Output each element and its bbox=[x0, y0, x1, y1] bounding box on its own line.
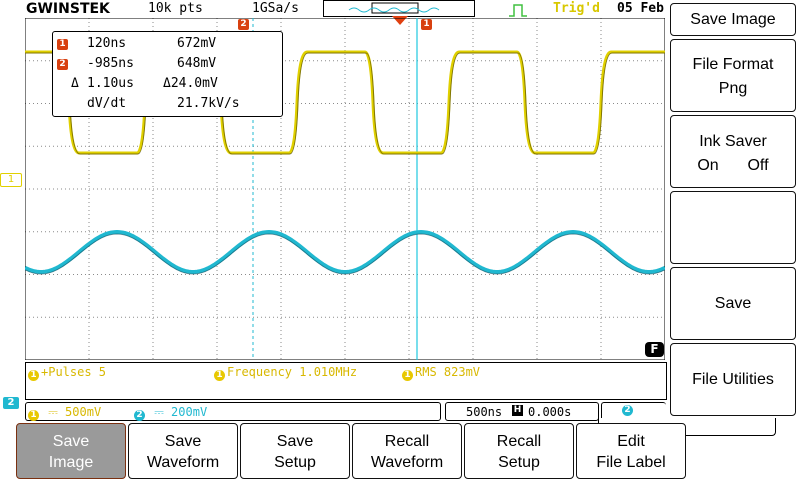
dc-coupling-icon: ⎓ bbox=[154, 405, 164, 419]
trigger-source-icon: 2 bbox=[622, 405, 633, 416]
ch2-ground-marker[interactable]: 2 bbox=[3, 397, 19, 409]
recall-setup-button[interactable]: Recall Setup bbox=[464, 423, 574, 479]
file-format-label: File Format bbox=[692, 56, 774, 73]
ch1-icon: 1 bbox=[402, 370, 413, 381]
ch2-scale[interactable]: 2 ⎓ 200mV bbox=[134, 405, 207, 421]
ch2-icon: 2 bbox=[134, 410, 145, 421]
ch1-icon: 1 bbox=[214, 370, 225, 381]
recall-waveform-button[interactable]: Recall Waveform bbox=[352, 423, 462, 479]
ink-saver-button[interactable]: Ink Saver On Off bbox=[670, 115, 796, 188]
ink-saver-label: Ink Saver bbox=[699, 133, 767, 150]
cursor1-top-marker: 1 bbox=[421, 19, 432, 30]
file-utilities-button[interactable]: File Utilities bbox=[670, 343, 796, 416]
ch1-icon: 1 bbox=[28, 370, 39, 381]
save-setup-button[interactable]: Save Setup bbox=[240, 423, 350, 479]
side-menu-title: Save Image bbox=[670, 3, 796, 36]
cursor2-top-marker: 2 bbox=[238, 19, 249, 30]
cursor1-label: 1 bbox=[57, 39, 68, 50]
trigger-edge-icon bbox=[509, 4, 527, 17]
horizontal-position: 0.000s bbox=[528, 405, 572, 419]
slope-label: dV/dt bbox=[87, 96, 127, 111]
status-bar: GWINSTEK 10k pts 1GSa/s 2 1 Trig'd 05 Fe… bbox=[0, 0, 800, 30]
brand-logo: GWINSTEK bbox=[26, 1, 110, 17]
timebase-box[interactable]: 500ns H 0.000s bbox=[445, 402, 599, 421]
cursor1-value: 672mV bbox=[177, 36, 217, 51]
trigger-status: Trig'd bbox=[553, 1, 600, 16]
channel-scale-box[interactable]: 1 ⎓ 500mV 2 ⎓ 200mV bbox=[25, 402, 441, 421]
cursor-readout-panel: 1 120ns 672mV 2 -985ns 648mV Δ 1.10us Δ2… bbox=[52, 31, 283, 117]
timebase: 500ns bbox=[466, 405, 503, 419]
delta-time: 1.10us bbox=[87, 76, 134, 91]
cursor2-value: 648mV bbox=[177, 56, 217, 71]
record-length: 10k pts bbox=[148, 1, 203, 16]
cursor2-label: 2 bbox=[57, 59, 68, 70]
ch1-waveform bbox=[25, 50, 665, 155]
ch1-icon: 1 bbox=[28, 410, 39, 421]
date: 05 Feb bbox=[617, 1, 664, 16]
cursor2-time: -985ns bbox=[87, 56, 134, 71]
side-menu: Save Image File Format Png Ink Saver On O… bbox=[667, 0, 800, 420]
sample-rate: 1GSa/s bbox=[252, 1, 299, 16]
save-button[interactable]: Save bbox=[670, 267, 796, 340]
measurement-frequency[interactable]: 1 Frequency 1.010MHz bbox=[214, 365, 357, 381]
file-format-value: Png bbox=[718, 80, 748, 97]
delta-value: Δ24.0mV bbox=[163, 76, 218, 91]
memory-bar-waveform-icon bbox=[348, 2, 440, 14]
measurement-bar: 1 +Pulses 5 1 Frequency 1.010MHz 1 RMS 823m… bbox=[25, 362, 667, 400]
save-image-button[interactable]: Save Image bbox=[16, 423, 126, 479]
delta-label: Δ bbox=[71, 76, 79, 91]
ch1-ground-marker[interactable]: 1 bbox=[0, 173, 22, 187]
ch2-waveform-shadow bbox=[25, 233, 665, 275]
edit-file-label-button[interactable]: Edit File Label bbox=[576, 423, 686, 479]
ink-saver-on: On bbox=[697, 157, 719, 174]
measurement-rms[interactable]: 1 RMS 823mV bbox=[402, 365, 480, 381]
horizontal-position-icon: H bbox=[512, 405, 523, 416]
cursor1-time: 120ns bbox=[87, 36, 127, 51]
ch1-scale[interactable]: 1 ⎓ 500mV bbox=[28, 405, 101, 421]
file-format-button[interactable]: File Format Png bbox=[670, 39, 796, 112]
save-waveform-button[interactable]: Save Waveform bbox=[128, 423, 238, 479]
waveform-display[interactable] bbox=[25, 18, 665, 360]
slope-value: 21.7kV/s bbox=[177, 96, 240, 111]
measurement-pulses[interactable]: 1 +Pulses 5 bbox=[28, 365, 106, 381]
ch1-waveform-shadow bbox=[25, 52, 665, 155]
ink-saver-off: Off bbox=[747, 157, 769, 174]
dc-coupling-icon: ⎓ bbox=[48, 405, 58, 419]
side-menu-empty-button[interactable] bbox=[670, 191, 796, 264]
f-badge: F bbox=[645, 342, 664, 357]
memory-bar[interactable] bbox=[323, 0, 475, 17]
ch2-waveform bbox=[25, 229, 665, 275]
